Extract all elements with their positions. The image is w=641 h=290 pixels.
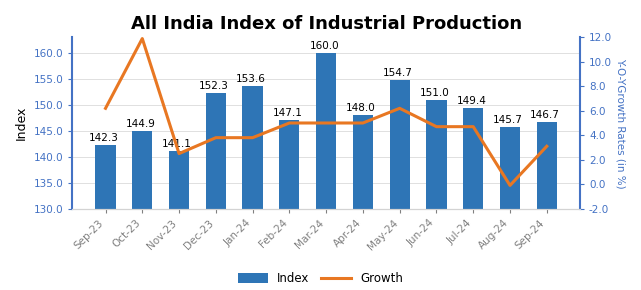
Text: 149.4: 149.4 [456, 96, 487, 106]
Text: 146.7: 146.7 [530, 110, 560, 120]
Y-axis label: Y-O-YGrowth Rates (in %): Y-O-YGrowth Rates (in %) [616, 58, 626, 188]
Text: 144.9: 144.9 [126, 119, 155, 129]
Legend: Index, Growth: Index, Growth [233, 267, 408, 290]
Text: 153.6: 153.6 [236, 74, 266, 84]
Bar [390, 80, 410, 290]
Bar [316, 53, 337, 290]
Bar [132, 131, 153, 290]
Text: 142.3: 142.3 [88, 133, 119, 143]
Bar [500, 127, 520, 290]
Bar [463, 108, 483, 290]
Y-axis label: Index: Index [15, 106, 28, 140]
Title: All India Index of Industrial Production: All India Index of Industrial Production [131, 15, 522, 33]
Text: 154.7: 154.7 [383, 68, 413, 78]
Text: 148.0: 148.0 [346, 103, 376, 113]
Bar [96, 145, 115, 290]
Text: 147.1: 147.1 [272, 108, 303, 118]
Bar [426, 100, 447, 290]
Bar [537, 122, 557, 290]
Bar [169, 151, 189, 290]
Text: 152.3: 152.3 [199, 81, 229, 91]
Text: 160.0: 160.0 [310, 41, 339, 51]
Bar [206, 93, 226, 290]
Bar [279, 120, 299, 290]
Bar [353, 115, 373, 290]
Bar [242, 86, 263, 290]
Text: 141.1: 141.1 [162, 139, 192, 149]
Text: 145.7: 145.7 [493, 115, 523, 125]
Text: 151.0: 151.0 [420, 88, 449, 97]
